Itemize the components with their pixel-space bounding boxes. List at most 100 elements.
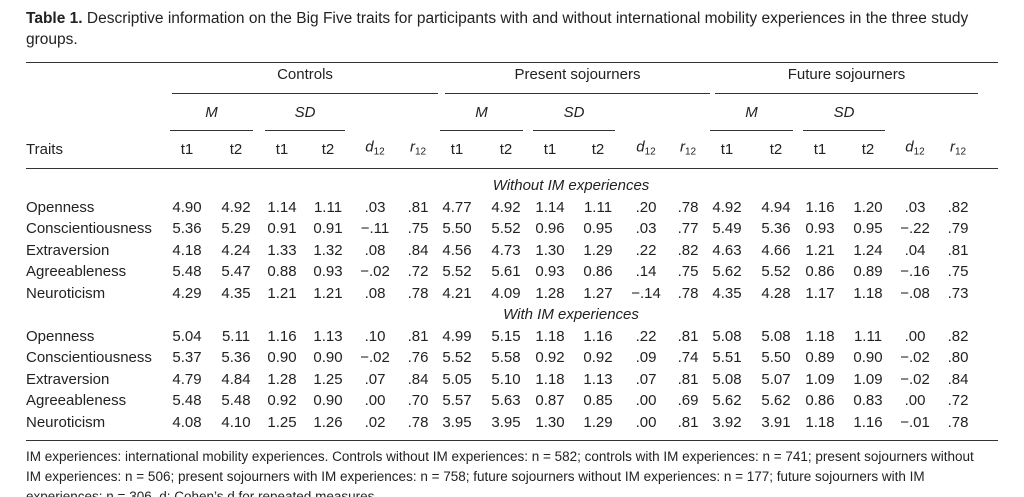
footnote: IM experiences: international mobility e… <box>26 449 974 497</box>
column-heading-main: d <box>905 138 914 156</box>
cell-value: 4.92 <box>221 198 251 216</box>
rule <box>26 440 998 441</box>
cell-value: 5.50 <box>761 349 791 366</box>
cell-value: 5.48 <box>172 392 202 409</box>
stat-heading: M <box>475 104 488 121</box>
cell-value: 5.62 <box>712 263 742 280</box>
column-heading: t2 <box>770 141 783 159</box>
cell-value: .22 <box>635 327 657 345</box>
column-heading-sub: 12 <box>414 146 427 158</box>
rule <box>172 93 438 94</box>
cell-value: 4.10 <box>221 413 251 431</box>
cell-value: .81 <box>677 327 699 345</box>
trait-name: Conscientiousness <box>26 349 152 366</box>
cell-value: 5.05 <box>442 370 472 388</box>
column-heading-main: t1 <box>275 141 289 158</box>
column-heading: t1 <box>181 141 194 159</box>
cell-value: 1.11 <box>853 327 883 345</box>
cell-value: .00 <box>635 392 657 409</box>
column-heading: t2 <box>500 141 513 159</box>
stat-heading: SD <box>833 104 855 121</box>
cell-value: 4.66 <box>761 241 791 259</box>
cell-value: 5.62 <box>761 392 791 409</box>
cell-value: 0.93 <box>313 263 343 280</box>
cell-value: 0.88 <box>267 263 297 280</box>
cell-value: 4.09 <box>491 284 521 302</box>
cell-value: 4.92 <box>491 198 521 216</box>
cell-value: 0.89 <box>853 263 883 280</box>
cell-value: 4.99 <box>442 327 472 345</box>
trait-name: Extraversion <box>26 370 110 388</box>
cell-value: .81 <box>947 241 969 259</box>
trait-heading: Traits <box>26 141 63 158</box>
cell-value: .02 <box>364 413 386 431</box>
cell-value: 1.28 <box>535 284 565 302</box>
cell-value: 4.24 <box>221 241 251 259</box>
cell-value: .76 <box>407 349 429 366</box>
cell-value: 1.17 <box>805 284 835 302</box>
column-heading: r12 <box>410 139 426 162</box>
cell-value: 1.29 <box>583 241 613 259</box>
cell-value: .72 <box>407 263 429 280</box>
column-heading: r12 <box>950 139 966 162</box>
stat-heading: M <box>205 104 218 121</box>
cell-value: .75 <box>677 263 699 280</box>
cell-value: 0.90 <box>267 349 297 366</box>
cell-value: 5.47 <box>221 263 251 280</box>
cell-value: 1.16 <box>267 327 297 345</box>
cell-value: −.01 <box>900 413 930 431</box>
column-heading: t2 <box>592 141 605 159</box>
column-heading-main: t2 <box>769 141 783 158</box>
cell-value: 0.91 <box>267 220 297 237</box>
cell-value: 0.93 <box>535 263 565 280</box>
cell-value: 5.04 <box>172 327 202 345</box>
cell-value: 4.63 <box>712 241 742 259</box>
trait-name: Agreeableness <box>26 263 127 280</box>
group-heading: Controls <box>277 66 333 83</box>
group-heading: Present sojourners <box>514 66 641 83</box>
cell-value: 5.50 <box>442 220 472 237</box>
cell-value: .72 <box>947 392 969 409</box>
cell-value: 4.35 <box>712 284 742 302</box>
cell-value: .78 <box>407 284 429 302</box>
cell-value: 4.84 <box>221 370 251 388</box>
cell-value: .80 <box>947 349 969 366</box>
cell-value: 5.08 <box>761 327 791 345</box>
cell-value: 0.85 <box>583 392 613 409</box>
column-heading: t1 <box>721 141 734 159</box>
section-title: Without IM experiences <box>492 177 650 194</box>
cell-value: .84 <box>947 370 969 388</box>
stat-heading: SD <box>563 104 585 121</box>
rule <box>440 130 523 131</box>
column-heading-sub: 12 <box>913 146 925 158</box>
cell-value: −.14 <box>631 284 661 302</box>
cell-value: 4.29 <box>172 284 202 302</box>
cell-value: 0.91 <box>313 220 343 237</box>
column-heading-sub: 12 <box>644 146 656 158</box>
cell-value: 5.57 <box>442 392 472 409</box>
cell-value: 5.52 <box>442 263 472 280</box>
cell-value: 1.21 <box>267 284 297 302</box>
section-title: With IM experiences <box>503 306 639 323</box>
cell-value: −.02 <box>900 349 930 366</box>
rule <box>715 93 978 94</box>
cell-value: .84 <box>407 370 429 388</box>
rule <box>445 93 710 94</box>
cell-value: .78 <box>677 284 699 302</box>
cell-value: 1.30 <box>535 241 565 259</box>
cell-value: 1.25 <box>313 370 343 388</box>
cell-value: .81 <box>677 413 699 431</box>
cell-value: 4.35 <box>221 284 251 302</box>
cell-value: .10 <box>364 327 386 345</box>
cell-value: .78 <box>677 198 699 216</box>
column-heading: t1 <box>276 141 289 159</box>
cell-value: .08 <box>364 284 386 302</box>
trait-name: Neuroticism <box>26 413 106 431</box>
cell-value: −.02 <box>900 370 930 388</box>
cell-value: .07 <box>635 370 657 388</box>
cell-value: 5.11 <box>221 327 251 345</box>
rule <box>710 130 793 131</box>
cell-value: .69 <box>677 392 699 409</box>
cell-value: 5.51 <box>712 349 742 366</box>
